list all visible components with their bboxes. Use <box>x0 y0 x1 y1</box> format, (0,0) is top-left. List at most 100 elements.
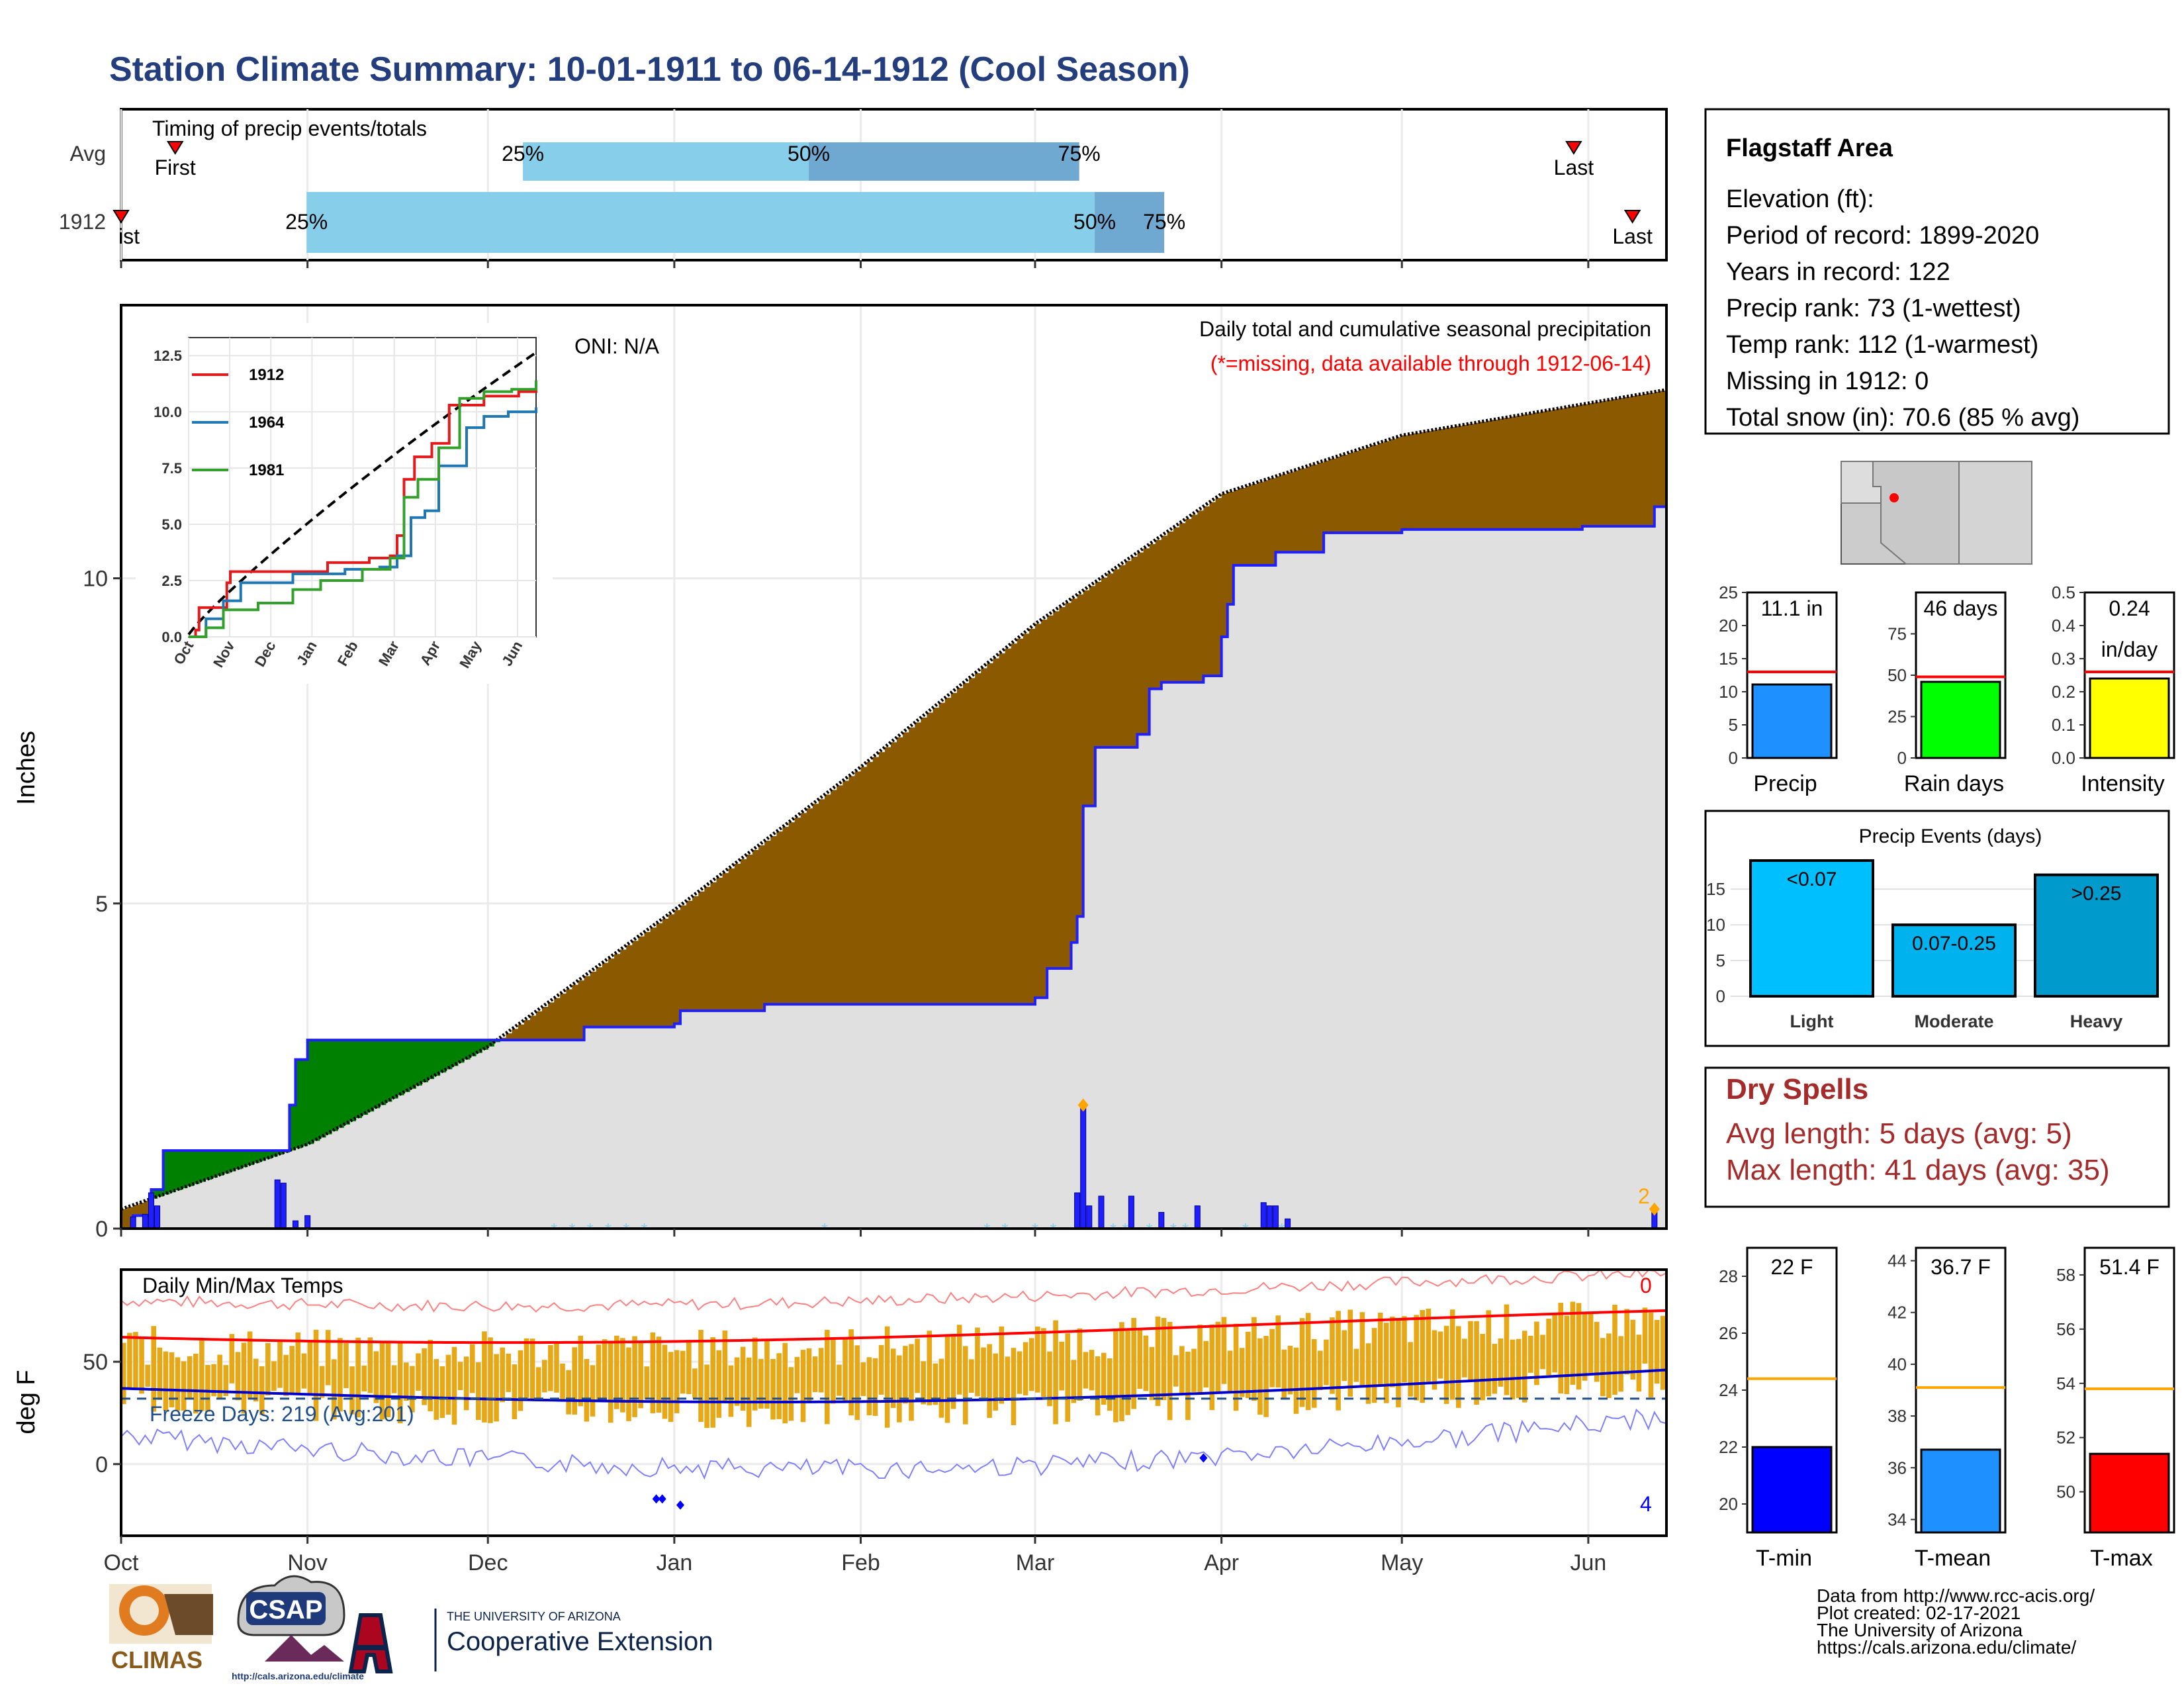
temp-panel-frame <box>120 1268 1668 1537</box>
daily-temp-range-bar <box>1630 1319 1636 1380</box>
above-average-area <box>385 1040 392 1102</box>
below-average-area <box>1612 399 1619 527</box>
inset-y-tick-label: 5.0 <box>161 516 182 533</box>
daily-precip-bar <box>1260 1202 1267 1229</box>
daily-temp-range-bar <box>1299 1318 1305 1407</box>
daily-temp-range-bar <box>770 1358 776 1420</box>
below-average-area <box>825 794 831 1005</box>
daily-temp-range-bar <box>1209 1324 1215 1411</box>
daily-temp-range-bar <box>1197 1325 1203 1395</box>
daily-temp-range-bar <box>548 1344 553 1391</box>
credit-plot-created: Plot created: 02-17-2021 <box>1817 1603 2021 1623</box>
timing-bar-q50-q75 <box>809 142 1079 181</box>
below-average-area <box>987 663 994 1005</box>
record-low-marker <box>652 1494 660 1504</box>
below-average-area <box>1462 424 1469 530</box>
below-average-area <box>1041 620 1048 998</box>
above-average-area <box>169 1150 176 1193</box>
below-average-area <box>1402 435 1408 530</box>
above-average-area <box>265 1150 272 1159</box>
events-category-label: Moderate <box>1914 1011 1993 1031</box>
daily-temp-range-bar <box>1546 1319 1551 1376</box>
daily-temp-range-bar <box>1582 1313 1588 1381</box>
temp-chart-tick-label: 54 <box>2056 1374 2075 1393</box>
above-average-area <box>151 1190 158 1199</box>
below-average-area <box>734 863 741 1011</box>
daily-temp-range-bar <box>205 1365 210 1412</box>
below-average-area <box>1251 484 1258 565</box>
precip-y-tick-label: 5 <box>95 892 108 917</box>
climas-mountain-icon <box>164 1594 213 1635</box>
below-average-area <box>800 813 807 1005</box>
inset-y-tick-label: 12.5 <box>154 348 182 364</box>
mini-chart-bar-1 <box>1920 680 2001 759</box>
precip-events-chart: Precip Events (days) 0 5 10 15 <0.07 Light 0.0… <box>1704 810 2170 1047</box>
daily-temp-range-bar <box>686 1340 692 1394</box>
daily-temp-range-bar <box>1185 1351 1191 1421</box>
above-average-area <box>253 1150 260 1163</box>
below-average-area <box>872 757 880 1005</box>
daily-temp-range-bar <box>199 1339 205 1411</box>
daily-temp-range-bar <box>518 1350 523 1411</box>
daily-temp-range-bar <box>903 1346 908 1404</box>
daily-temp-range-bar <box>710 1337 715 1428</box>
daily-temp-range-bar <box>590 1365 596 1417</box>
daily-temp-range-bar <box>1161 1317 1167 1401</box>
daily-temp-range-bar <box>728 1365 734 1417</box>
daily-temp-range-bar <box>854 1345 860 1421</box>
mini-chart-tick-label: 75 <box>1888 624 1907 644</box>
daily-temp-range-bar <box>981 1347 986 1398</box>
daily-temp-range-bar <box>211 1364 216 1397</box>
below-average-area <box>897 737 903 1005</box>
daily-temp-range-bar <box>404 1362 409 1401</box>
daily-temp-range-bar <box>241 1342 247 1414</box>
daily-temp-range-bar <box>476 1362 481 1421</box>
temp-chart-tick-label: 44 <box>1888 1251 1907 1271</box>
daily-temp-range-bar <box>1437 1331 1443 1379</box>
daily-temp-range-bar <box>295 1332 301 1394</box>
temp-chart-bar-0 <box>1751 1446 1833 1534</box>
temp-chart-bar-1 <box>1920 1448 2001 1534</box>
below-average-area <box>523 1020 531 1041</box>
below-average-area <box>704 886 711 1011</box>
events-bar-label: >0.25 <box>2071 883 2122 905</box>
below-average-area <box>1305 466 1312 553</box>
daily-temp-range-bar <box>1474 1321 1479 1405</box>
daily-temp-range-bar <box>523 1338 529 1399</box>
daily-temp-range-bar <box>1420 1309 1426 1403</box>
below-average-area <box>512 1029 519 1041</box>
above-average-area <box>295 1059 302 1149</box>
dry-spells-box: Dry Spells Avg length: 5 days (avg: 5) M… <box>1704 1066 2170 1208</box>
daily-temp-range-bar <box>1203 1340 1208 1388</box>
below-average-area <box>837 785 843 1005</box>
daily-temp-range-bar <box>1101 1352 1107 1405</box>
csap-logo-text: CSAP <box>249 1595 322 1624</box>
climas-logo: CLIMAS <box>109 1584 213 1673</box>
mini-chart-tick-label: 0.4 <box>2052 616 2075 635</box>
below-average-area <box>1161 536 1168 682</box>
daily-temp-range-bar <box>1221 1317 1227 1384</box>
below-average-area <box>1594 402 1601 527</box>
below-average-area <box>1365 447 1373 533</box>
station-location-marker <box>1889 493 1899 502</box>
timing-last-marker <box>1565 141 1582 155</box>
below-average-area <box>1149 543 1156 689</box>
below-average-area <box>969 678 976 1005</box>
daily-temp-range-bar <box>355 1337 361 1418</box>
inset-legend-label-1912: 1912 <box>249 366 284 384</box>
daily-temp-range-bar <box>416 1353 421 1391</box>
info-missing: Missing in 1912: 0 <box>1726 367 1929 395</box>
mini-chart-tick-label: 0.1 <box>2052 715 2075 735</box>
info-years: Years in record: 122 <box>1726 258 1950 286</box>
above-average-area <box>457 1040 465 1063</box>
daily-temp-range-bar <box>1600 1338 1606 1397</box>
csap-badge <box>246 1592 326 1625</box>
daily-temp-range-bar <box>999 1326 1005 1404</box>
below-average-area <box>740 859 747 1011</box>
below-average-area <box>674 910 681 1024</box>
mini-chart-tick-label: 0.3 <box>2052 649 2075 669</box>
below-average-area <box>1197 510 1205 682</box>
daily-temp-range-bar <box>247 1331 253 1400</box>
station-info-box: Flagstaff Area Elevation (ft): Period of… <box>1704 108 2170 435</box>
daily-temp-range-bar <box>746 1357 752 1427</box>
